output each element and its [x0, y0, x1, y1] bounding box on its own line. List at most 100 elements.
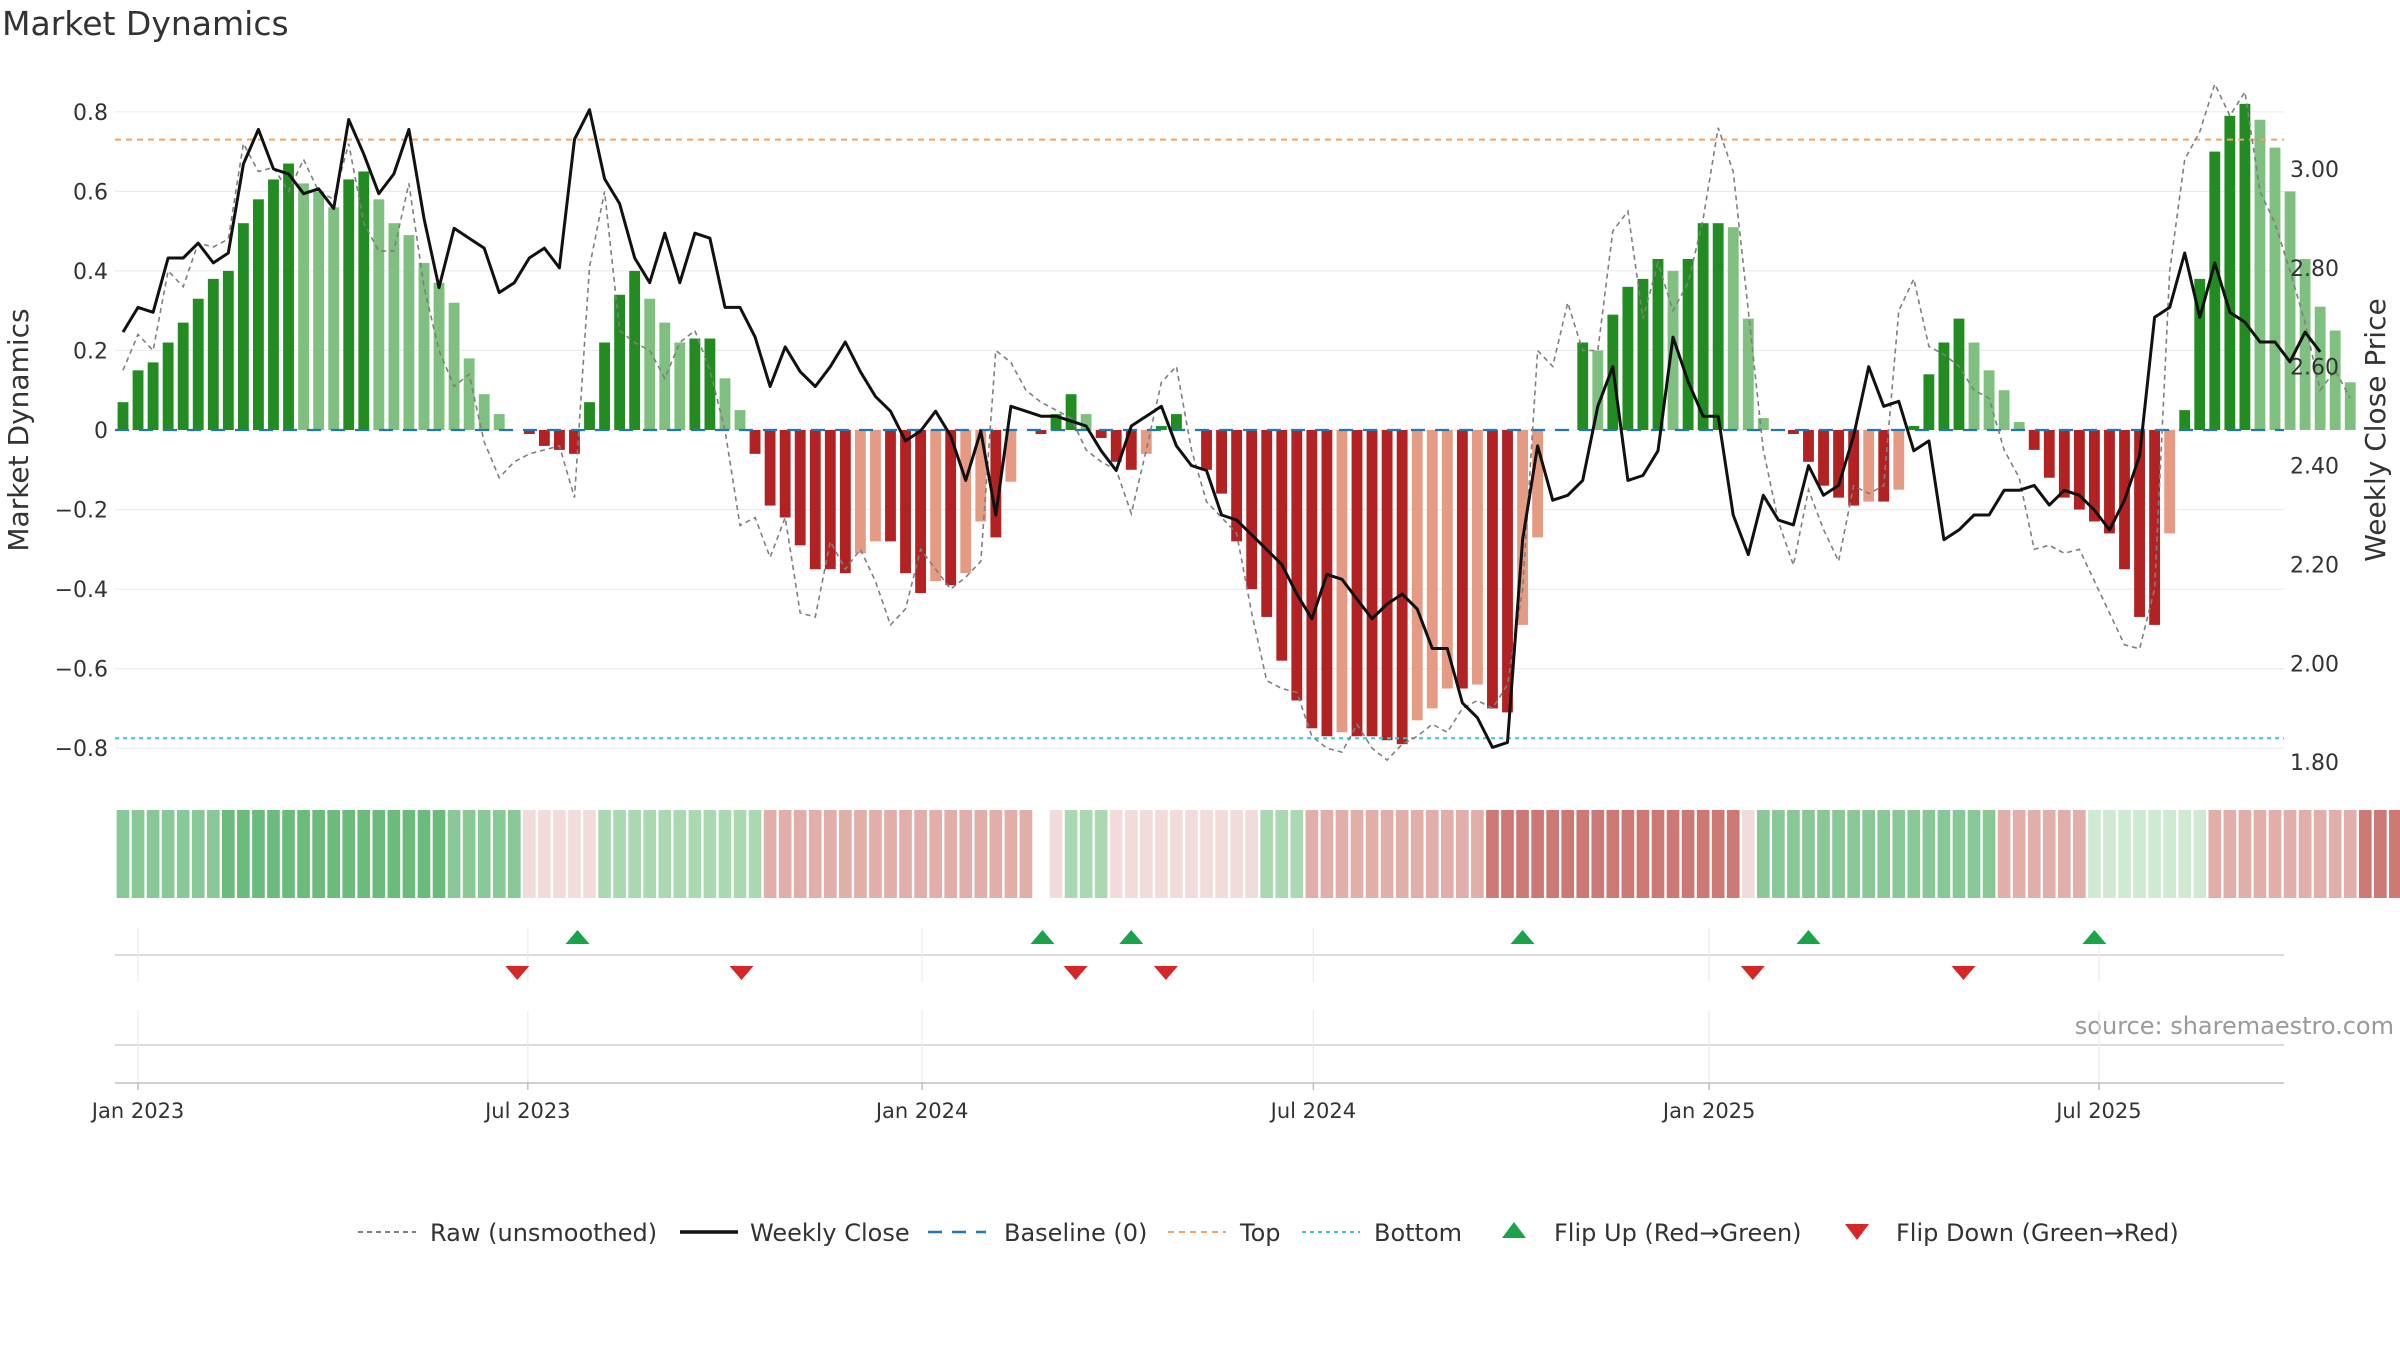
regime-cell — [1380, 810, 1394, 898]
regime-cell — [1922, 810, 1936, 898]
right-tick-label: 2.20 — [2290, 553, 2339, 578]
date-tick-label: Jul 2023 — [483, 1099, 570, 1123]
dynamics-bar — [1697, 223, 1709, 430]
flip-down-marker — [1951, 966, 1976, 980]
dynamics-bar — [343, 179, 355, 430]
regime-cell — [1140, 810, 1153, 898]
left-axis-title: Market Dynamics — [2, 308, 35, 551]
dynamics-bar — [599, 342, 610, 430]
dynamics-bar — [1396, 430, 1408, 745]
regime-cell — [1832, 810, 1845, 898]
regime-cell — [568, 810, 581, 898]
regime-cell — [1109, 810, 1123, 898]
dynamics-bar — [1411, 430, 1423, 721]
regime-cell — [1124, 810, 1138, 898]
legend-item: Flip Down (Green→Red) — [1845, 1219, 2179, 1247]
regime-cell — [252, 810, 265, 898]
regime-cell — [206, 810, 220, 898]
chart-title: Market Dynamics — [2, 4, 289, 43]
dynamics-bar — [1110, 430, 1122, 462]
dynamics-bar — [569, 430, 580, 454]
dynamics-bar — [493, 414, 505, 430]
regime-cell — [1471, 810, 1484, 898]
regime-cell — [2298, 810, 2312, 898]
date-tick-label: Jul 2025 — [2054, 1099, 2141, 1123]
dynamics-bar — [1125, 430, 1137, 470]
regime-cell — [703, 810, 717, 898]
dynamics-bar — [1502, 430, 1513, 713]
left-tick-label: −0.4 — [55, 578, 108, 603]
dynamics-bar — [2134, 430, 2145, 617]
dynamics-bar — [689, 338, 701, 430]
dynamics-bar — [1532, 430, 1544, 538]
dynamics-bar — [1983, 370, 1995, 430]
dynamics-bar — [1968, 342, 1980, 430]
right-axis: 3.00 2.80 2.60 2.40 2.20 2.00 1.80 Weekly Close… — [2290, 158, 2392, 776]
regime-cell — [1696, 810, 1710, 898]
regime-cell — [989, 810, 1003, 898]
regime-cell — [1997, 810, 2011, 898]
dynamics-bar — [2314, 306, 2326, 430]
date-axis: Jan 2023 Jul 2023 Jan 2024 Jul 2024 Jan 2025… — [90, 1082, 2284, 1123]
legend-label: Weekly Close — [750, 1219, 910, 1247]
regime-cell — [1711, 810, 1725, 898]
regime-cell — [2268, 810, 2282, 898]
dynamics-bar — [1080, 414, 1092, 430]
left-tick-label: 0.4 — [73, 260, 108, 285]
regime-cell — [1666, 810, 1680, 898]
dynamics-bar — [885, 430, 896, 542]
date-tick-label: Jul 2024 — [1269, 1099, 1356, 1123]
right-tick-label: 2.80 — [2290, 257, 2339, 282]
dynamics-bar — [1276, 430, 1288, 661]
dynamics-bar — [132, 370, 144, 430]
dynamics-bar — [388, 223, 400, 430]
dynamics-bar — [117, 402, 129, 430]
date-tick-label: Jan 2025 — [1661, 1099, 1756, 1123]
dynamics-bar — [1727, 227, 1739, 430]
dynamics-bar — [2058, 430, 2070, 498]
regime-cell — [1741, 810, 1755, 898]
dynamics-bar — [1005, 430, 1017, 482]
dynamics-bar — [809, 430, 821, 570]
dynamics-bar — [237, 223, 249, 430]
regime-cell — [131, 810, 145, 898]
dynamics-bar — [1171, 414, 1182, 430]
date-tick-label: Jan 2024 — [874, 1099, 969, 1123]
right-tick-label: 2.60 — [2290, 356, 2339, 381]
flip-down-marker — [729, 966, 754, 980]
regime-cell — [929, 810, 942, 898]
regime-cell — [1937, 810, 1951, 898]
dynamics-bar — [1155, 426, 1167, 430]
dynamics-bar — [749, 430, 761, 454]
regime-cell — [161, 810, 175, 898]
dynamics-bar — [2088, 430, 2100, 522]
dynamics-bar — [779, 430, 791, 518]
regime-cell — [1456, 810, 1469, 898]
legend-label: Bottom — [1374, 1219, 1462, 1247]
dynamics-bar — [2269, 147, 2281, 430]
regime-cell — [1802, 810, 1815, 898]
weekly-close-line — [121, 108, 2322, 749]
regime-cell — [1230, 810, 1243, 898]
dynamics-bar — [403, 235, 415, 430]
regime-cell — [402, 810, 416, 898]
dynamics-bar — [629, 270, 641, 430]
regime-cell — [914, 810, 927, 898]
dynamics-bar — [1908, 426, 1920, 430]
regime-cell — [778, 810, 792, 898]
dynamics-bar — [1246, 430, 1258, 590]
legend-label: Baseline (0) — [1004, 1219, 1147, 1247]
dynamics-bar — [1306, 430, 1318, 729]
dynamics-bar — [2043, 430, 2055, 478]
flip-down-marker — [1063, 966, 1088, 980]
regime-cell — [1064, 810, 1078, 898]
dynamics-bar — [930, 430, 942, 582]
dynamics-bar — [2028, 430, 2040, 450]
dynamics-bar — [1140, 430, 1152, 454]
dynamics-bar — [418, 262, 430, 430]
dynamics-bar — [2299, 258, 2311, 430]
dynamics-bar — [1426, 430, 1438, 709]
right-tick-label: 2.40 — [2290, 455, 2339, 480]
regime-cell — [1079, 810, 1093, 898]
regime-cell — [2343, 810, 2357, 898]
